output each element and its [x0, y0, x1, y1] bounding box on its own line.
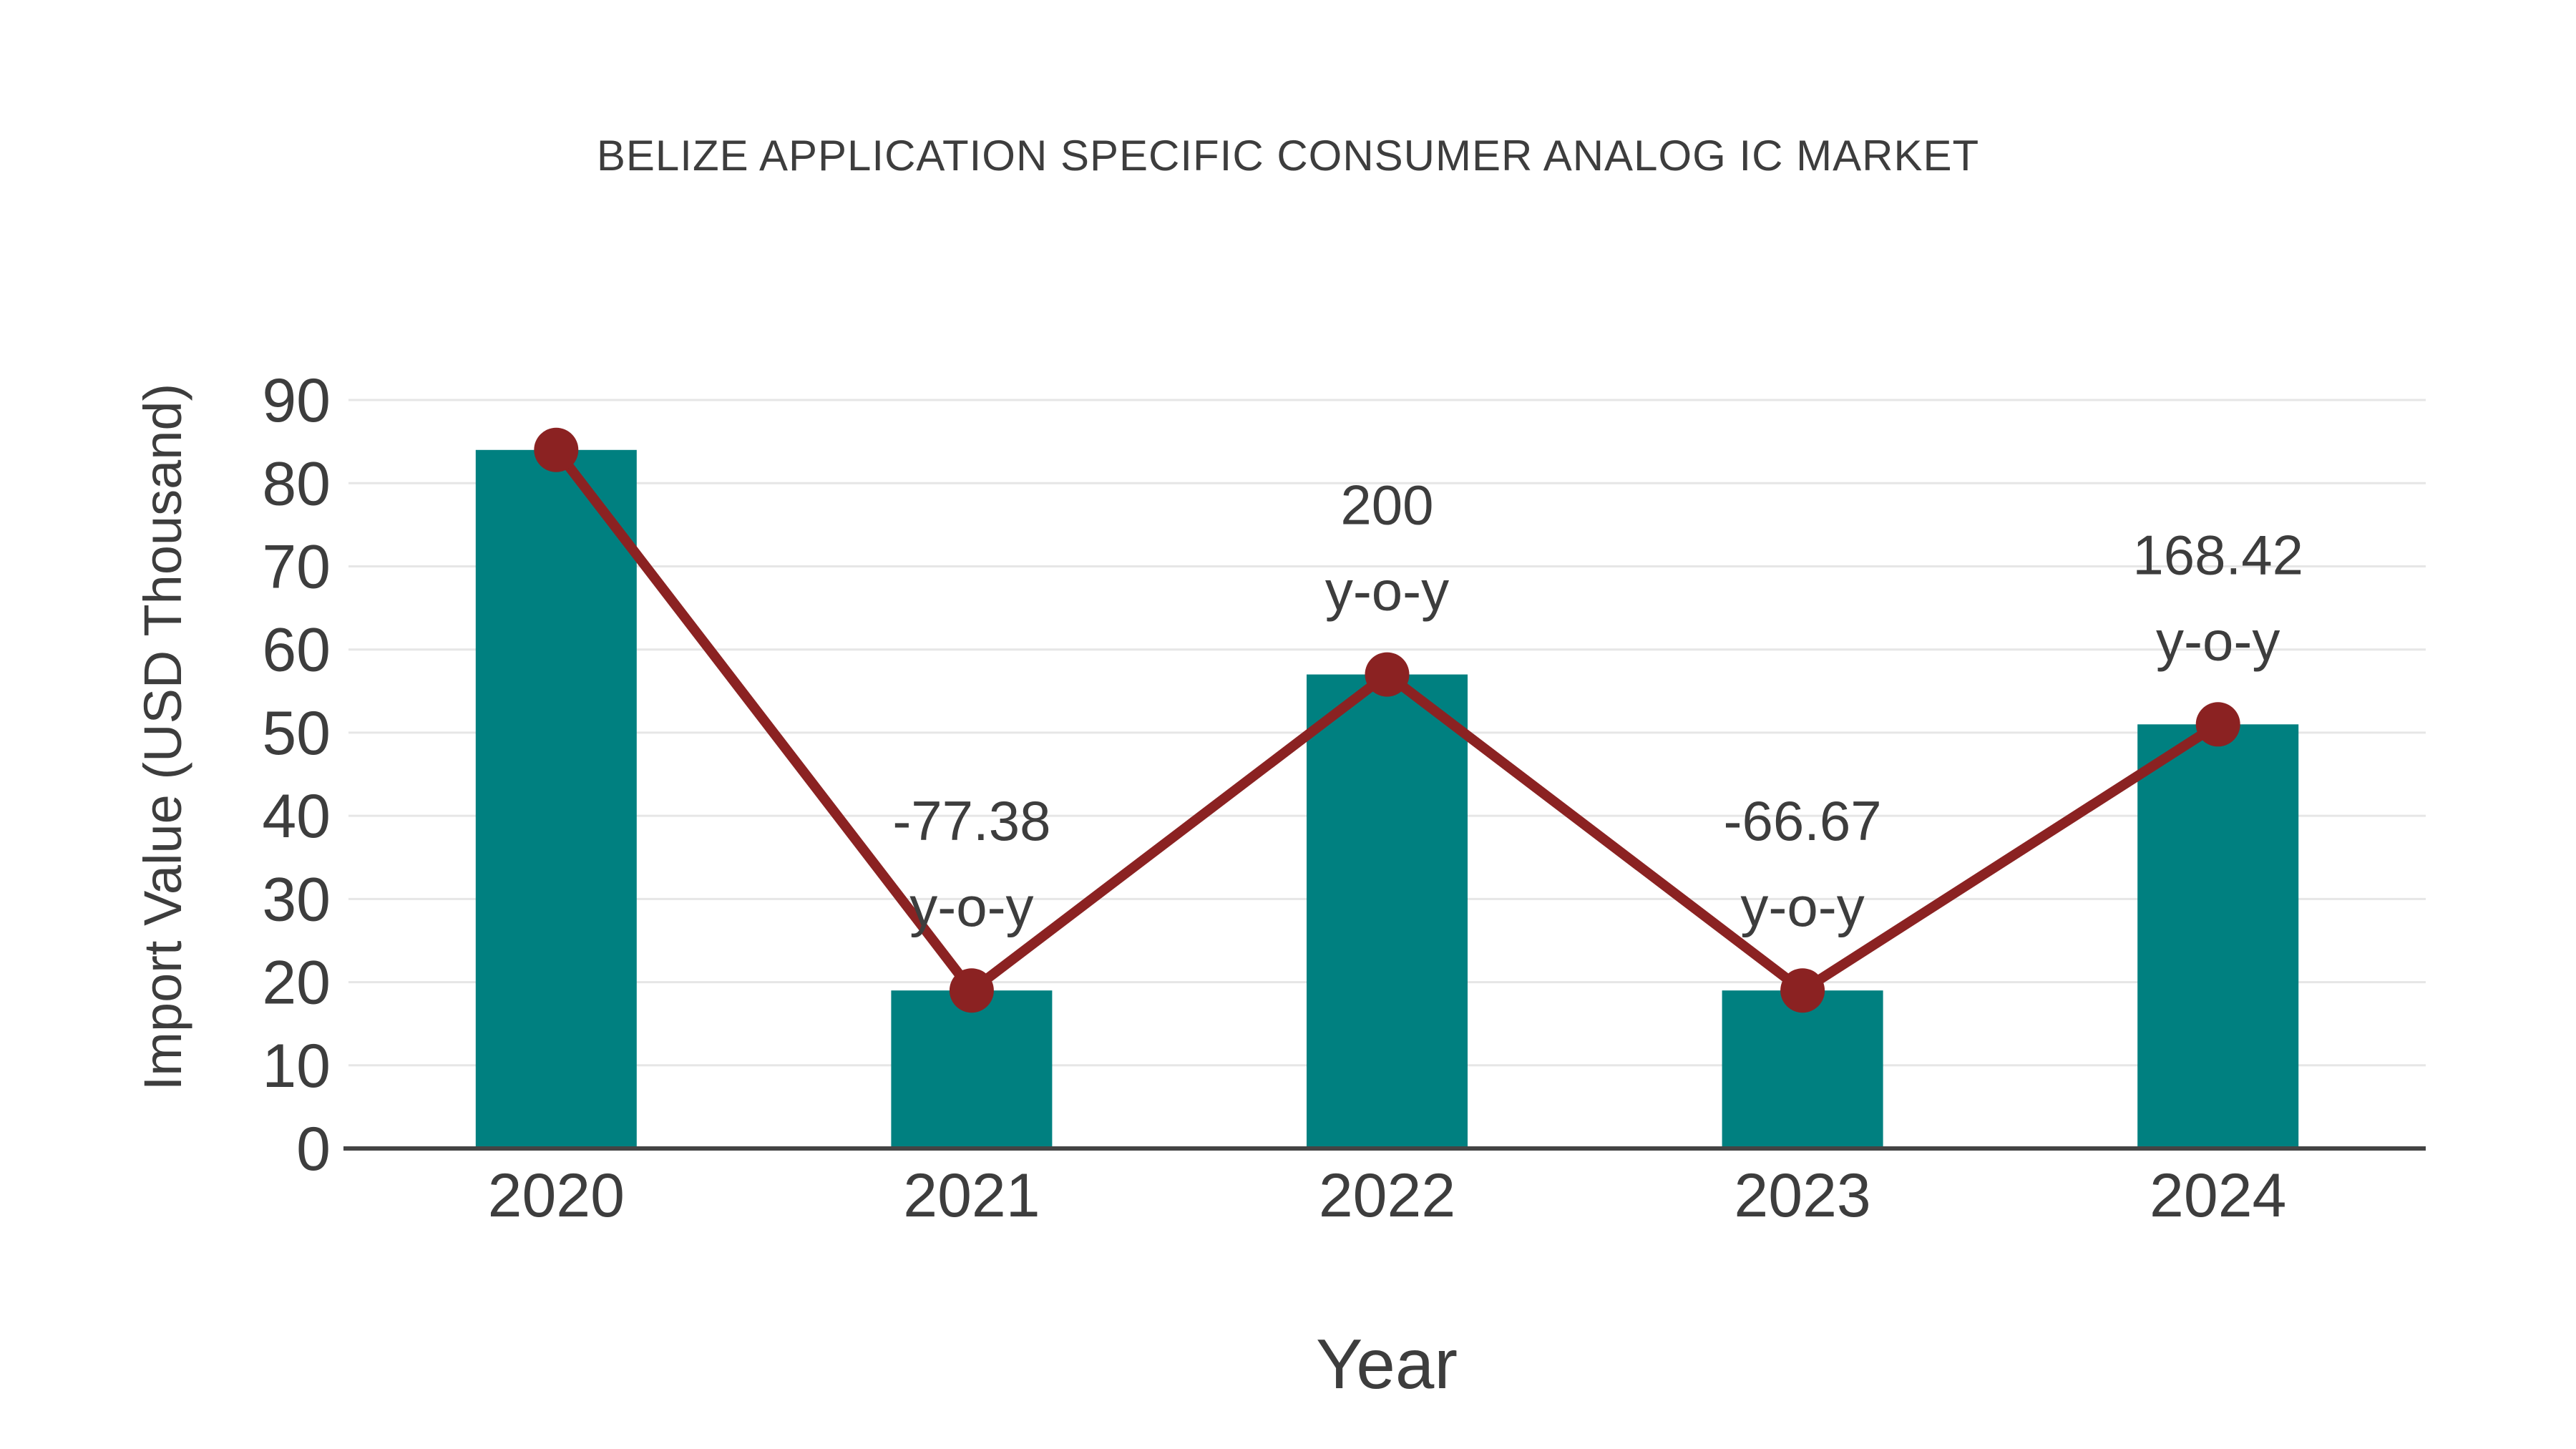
annotation-value-2021: -77.38	[892, 789, 1050, 852]
annotation-value-2024: 168.42	[2132, 523, 2303, 586]
y-axis-title: Import Value (USD Thousand)	[133, 384, 192, 1091]
y-tick-label-20: 20	[262, 949, 331, 1018]
annotation-yoy-2023: y-o-y	[1740, 875, 1864, 938]
annotation-yoy-2022: y-o-y	[1325, 560, 1449, 623]
y-tick-label-30: 30	[262, 865, 331, 934]
annotation-yoy-2024: y-o-y	[2156, 609, 2280, 672]
x-tick-label-2021: 2021	[903, 1161, 1040, 1230]
x-tick-label-2023: 2023	[1734, 1161, 1870, 1230]
y-tick-label-40: 40	[262, 782, 331, 851]
y-tick-label-90: 90	[262, 366, 331, 435]
y-tick-label-80: 80	[262, 449, 331, 518]
y-tick-label-0: 0	[296, 1115, 331, 1184]
annotation-yoy-2021: y-o-y	[909, 875, 1033, 938]
trend-marker-2022	[1365, 652, 1410, 697]
trend-marker-2023	[1780, 968, 1825, 1013]
trend-marker-2020	[534, 427, 579, 472]
bar-2021	[891, 990, 1053, 1148]
annotation-value-2022: 200	[1340, 474, 1433, 537]
annotation-value-2023: -66.67	[1724, 789, 1882, 852]
bar-2022	[1307, 674, 1468, 1148]
trend-marker-2024	[2195, 702, 2240, 747]
trend-marker-2021	[949, 968, 994, 1013]
bars-group	[343, 449, 2426, 1151]
y-tick-label-10: 10	[262, 1032, 331, 1101]
trend-line-group	[534, 427, 2240, 1013]
y-tick-labels-group: 0 10 20 30 40 50 60 70 80 90	[262, 366, 331, 1184]
annotations-group: -77.38 y-o-y 200 y-o-y -66.67 y-o-y 168.42 y-o-…	[892, 474, 2303, 939]
chart-title: BELIZE APPLICATION SPECIFIC CONSUMER ANA…	[597, 132, 1979, 180]
y-tick-label-60: 60	[262, 616, 331, 685]
x-tick-label-2020: 2020	[488, 1161, 625, 1230]
y-tick-label-50: 50	[262, 699, 331, 768]
x-axis-title: Year	[1316, 1324, 1458, 1403]
y-tick-label-70: 70	[262, 532, 331, 601]
bar-2023	[1722, 990, 1883, 1148]
x-tick-label-2024: 2024	[2150, 1161, 2286, 1230]
bar-2020	[475, 449, 637, 1148]
bar-2024	[2137, 724, 2299, 1148]
x-tick-labels-group: 2020 2021 2022 2023 2024	[488, 1161, 2287, 1230]
x-tick-label-2022: 2022	[1319, 1161, 1455, 1230]
